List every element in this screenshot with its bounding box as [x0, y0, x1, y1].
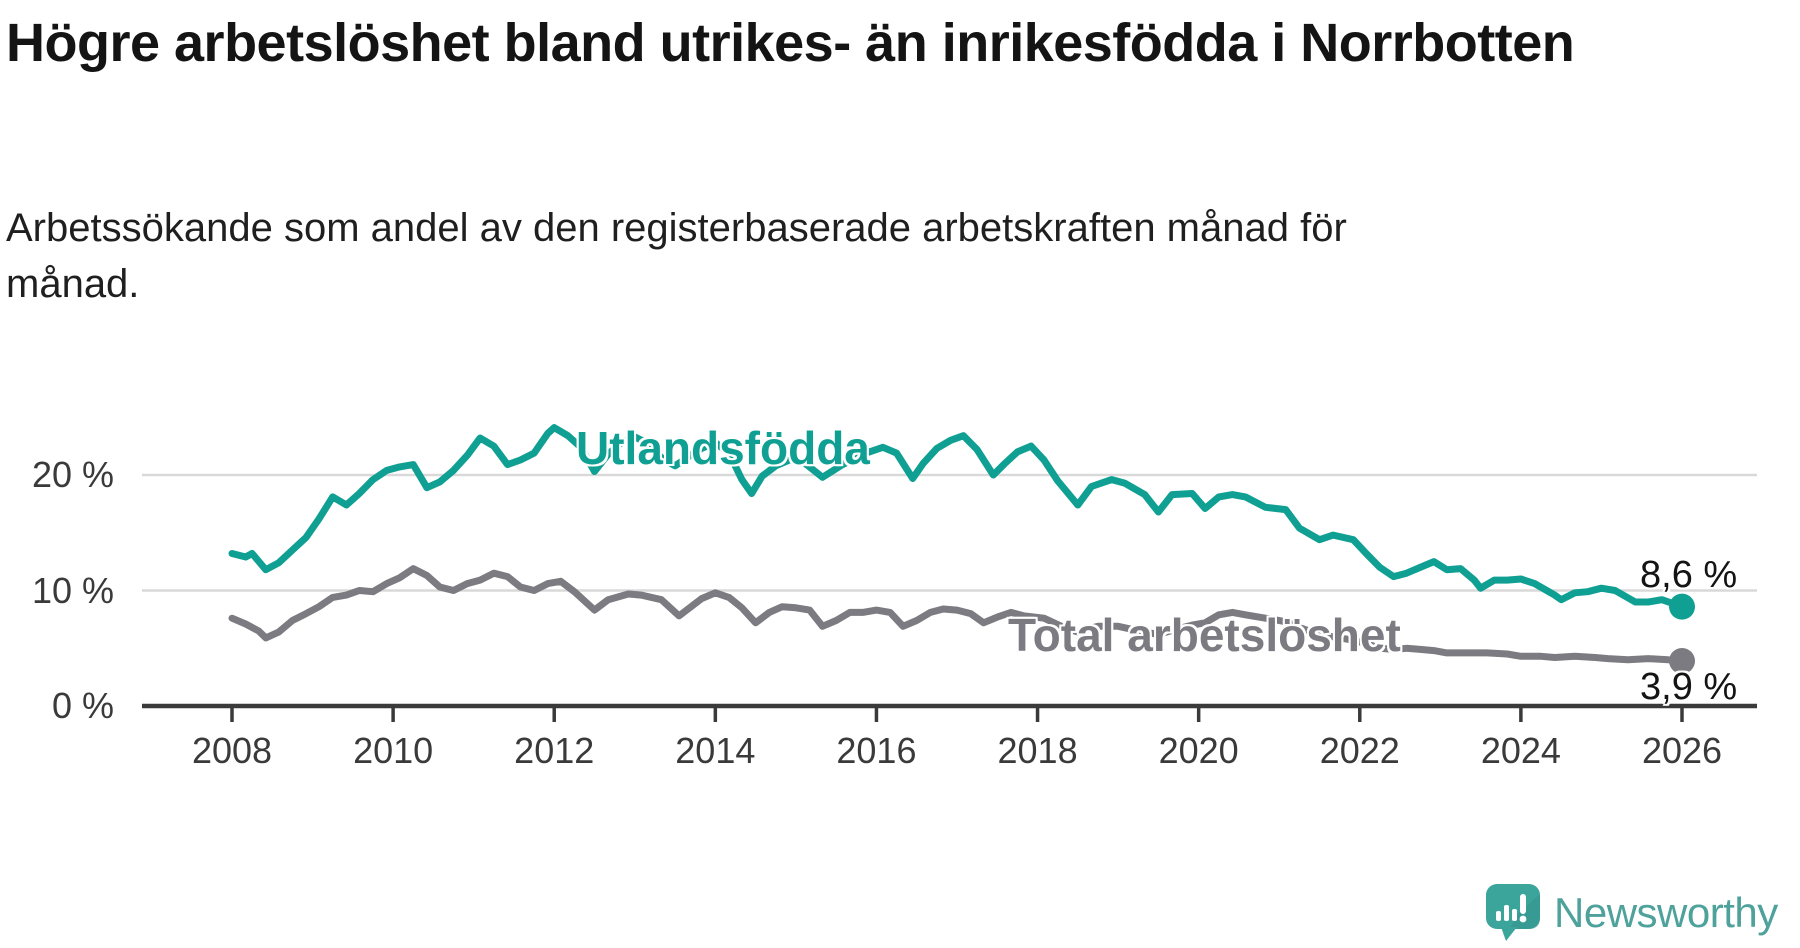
end-point-dot-utlandsfodda [1669, 593, 1696, 620]
end-point-dot-total-arbetsloshet [1669, 647, 1696, 674]
newsworthy-logo-icon [1486, 884, 1540, 941]
x-tick-label: 2018 [997, 730, 1078, 771]
series-line-total-arbetsloshet [228, 565, 1686, 665]
y-tick-label: 20 % [31, 454, 114, 495]
newsworthy-logo[interactable]: Newsworthy [1486, 884, 1778, 942]
series-line-utlandsfodda [228, 424, 1686, 611]
x-tick-label: 2012 [514, 730, 595, 771]
newsworthy-logo-text: Newsworthy [1554, 889, 1778, 936]
series-label-total-arbetsloshet: Total arbetslöshet [1008, 609, 1401, 661]
series-label-utlandsfodda: Utlandsfödda [576, 422, 870, 474]
x-tick-label: 2020 [1158, 730, 1239, 771]
y-tick-label: 10 % [31, 569, 114, 611]
end-value-label-total-arbetsloshet: 3,9 % [1640, 666, 1738, 708]
x-tick-label: 2024 [1480, 730, 1561, 771]
end-value-label-utlandsfodda: 8,6 % [1640, 554, 1738, 596]
y-tick-label: 0 % [51, 685, 114, 726]
x-tick-label: 2014 [675, 730, 756, 771]
x-tick-label: 2010 [353, 730, 434, 771]
x-tick-label: 2008 [191, 730, 273, 771]
x-tick-label: 2026 [1641, 730, 1723, 771]
chart-subtitle: Arbetssökande som andel av den registerb… [6, 206, 1347, 306]
x-tick-label: 2016 [836, 730, 917, 771]
page-title: Högre arbetslöshet bland utrikes- än inr… [6, 13, 1575, 73]
x-tick-label: 2022 [1319, 730, 1400, 771]
